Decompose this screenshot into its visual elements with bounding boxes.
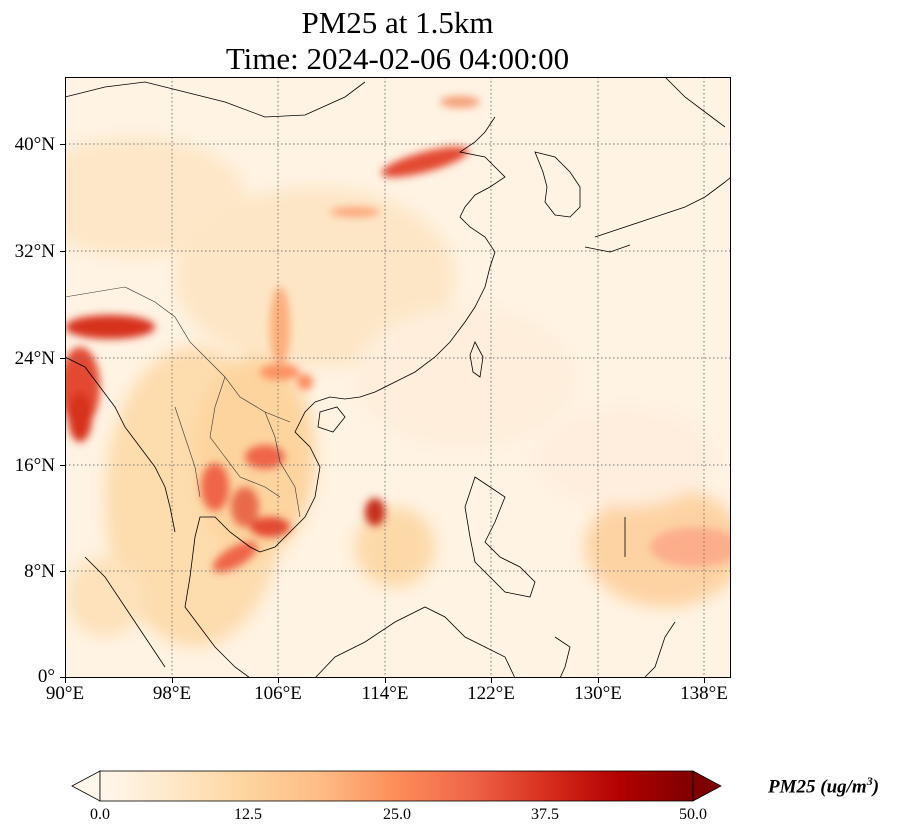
x-tick-label: 138°E <box>680 683 728 704</box>
y-tick-label: 0° <box>37 666 55 687</box>
coastlines <box>65 77 731 678</box>
y-tick-label: 40°N <box>14 134 55 155</box>
y-tickmark <box>60 571 65 572</box>
x-tickmark <box>491 678 492 683</box>
x-tickmark <box>172 678 173 683</box>
y-tickmark <box>60 465 65 466</box>
colorbar-svg <box>71 770 722 802</box>
pm25-map <box>65 77 731 678</box>
colorbar-label-close: ) <box>872 776 880 798</box>
x-tick-label: 106°E <box>254 683 302 704</box>
plot-title-line-1: PM25 at 1.5km <box>301 5 494 40</box>
gridlines <box>65 77 731 678</box>
border-ocean-lines <box>624 517 676 678</box>
y-tickmark <box>60 251 65 252</box>
y-tickmark <box>60 144 65 145</box>
colorbar-label-text: PM25 (ug/m <box>768 776 867 798</box>
y-tick-label: 8°N <box>24 561 55 582</box>
y-tick-label: 24°N <box>14 348 55 369</box>
x-tickmark <box>598 678 599 683</box>
colorbar-gradient <box>99 770 694 802</box>
colorbar-label: PM25 (ug/m3) <box>768 774 879 798</box>
colorbar-min-extend <box>71 770 101 802</box>
x-tickmark <box>65 678 66 683</box>
colorbar-max-extend <box>692 770 722 802</box>
x-tick-label: 114°E <box>361 683 409 704</box>
x-tickmark <box>278 678 279 683</box>
y-tickmark <box>60 677 65 678</box>
colorbar-label-sup: 3 <box>866 774 873 788</box>
x-tick-label: 90°E <box>45 683 85 704</box>
colorbar <box>70 770 730 807</box>
colorbar-tick-label: 50.0 <box>679 806 707 823</box>
x-tickmark <box>704 678 705 683</box>
colorbar-tick-label: 25.0 <box>383 806 411 823</box>
pm25-hotspots <box>65 96 731 573</box>
colorbar-tick-label: 37.5 <box>531 806 559 823</box>
plot-title-line-2: Time: 2024-02-06 04:00:00 <box>225 41 570 76</box>
x-tickmark <box>385 678 386 683</box>
y-tick-label: 16°N <box>14 455 55 476</box>
y-tickmark <box>60 358 65 359</box>
y-tick-label: 32°N <box>14 241 55 262</box>
colorbar-tick-label: 12.5 <box>234 806 262 823</box>
map-svg <box>65 77 731 678</box>
x-tick-label: 122°E <box>467 683 515 704</box>
country-borders <box>65 286 301 518</box>
x-tick-label: 98°E <box>152 683 192 704</box>
colorbar-tick-label: 0.0 <box>90 806 110 823</box>
x-tick-label: 130°E <box>574 683 622 704</box>
